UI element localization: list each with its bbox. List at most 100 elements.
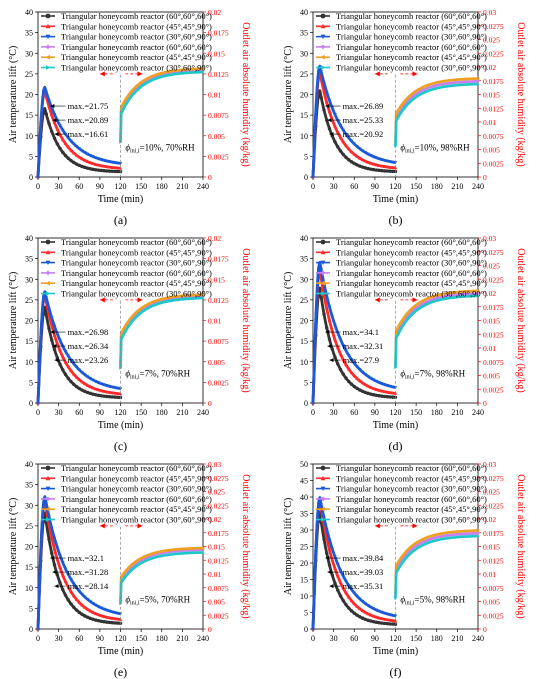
temperature-point bbox=[385, 612, 389, 616]
temperature-point bbox=[44, 502, 48, 506]
temperature-point bbox=[325, 90, 329, 94]
temperature-point bbox=[358, 368, 362, 372]
humidity-point bbox=[179, 294, 183, 298]
temperature-point bbox=[66, 585, 70, 589]
humidity-point bbox=[124, 574, 128, 578]
temperature-point bbox=[66, 598, 70, 602]
humidity-point bbox=[121, 572, 125, 576]
humidity-point bbox=[402, 552, 406, 556]
temperature-point bbox=[50, 129, 54, 134]
max-label-arrowhead bbox=[52, 344, 57, 349]
humidity-point bbox=[451, 78, 455, 82]
humidity-point bbox=[149, 557, 153, 561]
humidity-point bbox=[462, 80, 466, 84]
temperature-point bbox=[52, 547, 57, 551]
humidity-point bbox=[132, 86, 136, 90]
temperature-point bbox=[113, 395, 117, 399]
humidity-point bbox=[168, 69, 172, 73]
humidity-point bbox=[132, 566, 136, 570]
humidity-point bbox=[459, 77, 463, 81]
temperature-point bbox=[344, 579, 348, 583]
humidity-point bbox=[132, 561, 136, 565]
temperature-point bbox=[349, 370, 354, 374]
temperature-point bbox=[374, 387, 378, 391]
temperature-point bbox=[382, 394, 387, 399]
humidity-point bbox=[140, 79, 144, 83]
humidity-point bbox=[446, 533, 450, 537]
humidity-point bbox=[457, 535, 461, 539]
y-tick-label: 30 bbox=[25, 501, 33, 510]
humidity-point bbox=[443, 537, 447, 541]
temperature-point bbox=[107, 169, 112, 173]
y-tick-label: 5 bbox=[304, 152, 308, 161]
temperature-point bbox=[58, 124, 62, 128]
temperature-point bbox=[52, 333, 57, 337]
temperature-point bbox=[96, 605, 101, 609]
temperature-point bbox=[360, 158, 365, 162]
x-tick-label: 210 bbox=[451, 408, 463, 417]
humidity-point bbox=[154, 555, 158, 559]
temperature-point bbox=[74, 597, 79, 601]
y2-tick-label: 0.0075 bbox=[483, 358, 504, 367]
temperature-point bbox=[325, 294, 329, 298]
y-tick-label: 20 bbox=[300, 91, 308, 100]
temperature-point bbox=[58, 338, 62, 342]
humidity-point bbox=[451, 295, 455, 300]
legend-marker bbox=[45, 249, 51, 255]
temperature-point bbox=[352, 152, 356, 156]
x-tick-label: 90 bbox=[96, 408, 104, 417]
temperature-point bbox=[338, 569, 343, 573]
temperature-point bbox=[336, 118, 340, 123]
humidity-point bbox=[418, 544, 422, 549]
temperature-point bbox=[393, 161, 398, 165]
humidity-point bbox=[130, 94, 134, 98]
temperature-point bbox=[116, 169, 120, 174]
y2-tick-label: 0 bbox=[208, 625, 212, 634]
humidity-point bbox=[410, 312, 414, 317]
temperature-point bbox=[58, 146, 62, 151]
temperature-point bbox=[330, 106, 334, 110]
humidity-series-3 bbox=[394, 534, 479, 599]
temperature-point bbox=[83, 373, 87, 377]
temperature-point bbox=[105, 608, 109, 612]
max-label-arrowhead bbox=[54, 132, 59, 137]
temperature-point bbox=[344, 376, 348, 380]
humidity-point bbox=[440, 85, 444, 89]
humidity-point bbox=[201, 546, 205, 550]
humidity-point bbox=[193, 67, 197, 71]
temperature-point bbox=[341, 344, 345, 348]
temperature-point bbox=[352, 591, 356, 595]
humidity-point bbox=[143, 82, 147, 86]
humidity-point bbox=[413, 310, 417, 314]
x-tick-label: 210 bbox=[176, 182, 188, 191]
y-tick-label: 20 bbox=[25, 317, 33, 326]
humidity-point bbox=[154, 76, 158, 81]
legend-marker bbox=[320, 465, 326, 471]
max-label: max.=25.33 bbox=[343, 115, 384, 125]
humidity-point bbox=[451, 533, 455, 537]
y2-tick-label: 0.01 bbox=[208, 570, 221, 579]
temperature-point bbox=[380, 394, 384, 398]
legend-label: Triangular honeycomb reactor (60°,60°,60… bbox=[336, 463, 487, 473]
humidity-point bbox=[185, 297, 189, 301]
humidity-point bbox=[121, 107, 125, 112]
humidity-point bbox=[465, 292, 469, 296]
temperature-point bbox=[88, 161, 92, 165]
temperature-point bbox=[94, 156, 98, 160]
humidity-point bbox=[443, 82, 447, 86]
temperature-point bbox=[349, 382, 354, 386]
x-tick-label: 30 bbox=[55, 408, 63, 417]
temperature-point bbox=[363, 372, 367, 377]
x-tick-label: 60 bbox=[75, 408, 83, 417]
temperature-point bbox=[382, 611, 387, 615]
y-axis-title: Air temperature lift (°C) bbox=[8, 272, 19, 370]
humidity-point bbox=[449, 536, 453, 540]
humidity-point bbox=[454, 83, 458, 87]
humidity-point bbox=[470, 529, 474, 533]
humidity-series-2 bbox=[119, 293, 204, 365]
temperature-point bbox=[336, 562, 340, 566]
temperature-point bbox=[72, 605, 76, 609]
temperature-point bbox=[74, 586, 79, 590]
temperature-point bbox=[91, 378, 95, 382]
y2-tick-label: 0.0275 bbox=[483, 22, 504, 31]
